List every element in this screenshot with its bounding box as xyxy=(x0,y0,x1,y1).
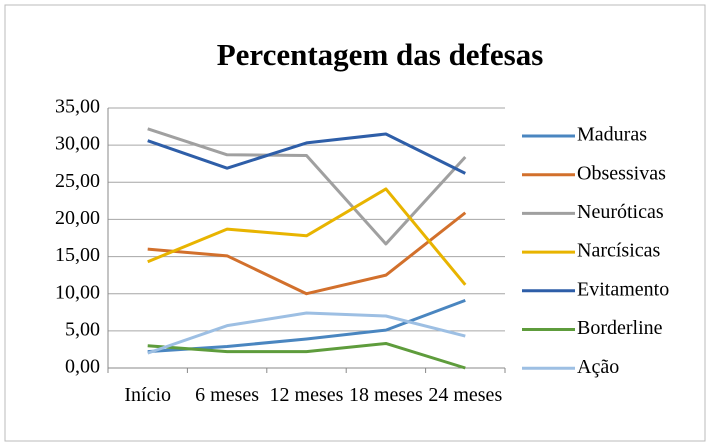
y-tick-label: 10,00 xyxy=(55,281,100,303)
chart-title: Percentagem das defesas xyxy=(217,37,544,72)
legend-label: Borderline xyxy=(577,317,663,339)
y-tick-label: 0,00 xyxy=(65,356,100,378)
legend-label: Evitamento xyxy=(577,278,669,300)
line-series xyxy=(147,127,467,246)
y-tick-label: 30,00 xyxy=(55,133,100,155)
y-tick-label: 5,00 xyxy=(65,318,100,340)
x-tick-label: 24 meses xyxy=(428,384,503,406)
legend-label: Neuróticas xyxy=(577,201,664,223)
line-series xyxy=(147,211,467,296)
line-series xyxy=(147,341,466,370)
y-tick-label: 25,00 xyxy=(55,170,100,192)
x-tick-label: Início xyxy=(124,384,172,406)
x-tick-label: 18 meses xyxy=(348,384,423,406)
x-tick-label: 6 meses xyxy=(195,384,260,406)
line-series xyxy=(147,311,466,355)
line-series xyxy=(147,132,466,175)
x-tick-label: 12 meses xyxy=(269,384,344,406)
y-tick-label: 35,00 xyxy=(55,96,100,118)
legend-label: Ação xyxy=(577,356,619,378)
y-tick-label: 15,00 xyxy=(55,244,100,266)
legend-label: Obsessivas xyxy=(577,162,666,184)
y-tick-label: 20,00 xyxy=(55,207,100,229)
legend-label: Narcísicas xyxy=(577,240,661,262)
line-series xyxy=(147,187,467,286)
legend-label: Maduras xyxy=(577,124,647,146)
